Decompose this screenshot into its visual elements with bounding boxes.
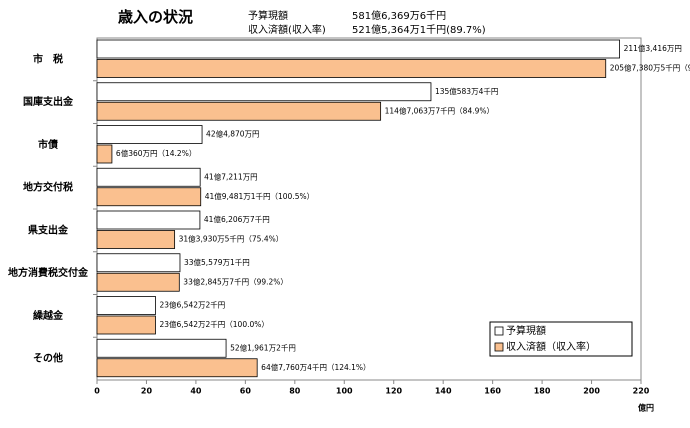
header-label: 収入済額(収入率) (248, 23, 326, 36)
bar (96, 338, 227, 358)
value-label: 31億3,930万5千円（75.4%） (179, 234, 284, 244)
x-tick-label: 140 (435, 387, 452, 396)
bar (96, 253, 181, 273)
bar (96, 125, 203, 144)
legend-swatch (494, 342, 504, 352)
chart-title: 歳入の状況 (118, 8, 193, 26)
y-tick-label: 市債 (38, 138, 58, 151)
value-label: 6億360万円（14.2%） (116, 148, 196, 158)
x-tick-label: 160 (484, 387, 501, 396)
value-label: 33億5,579万1千円 (184, 257, 250, 267)
y-tick-label: その他 (33, 352, 63, 365)
x-axis-label: 億円 (638, 403, 654, 413)
legend-label: 予算現額 (506, 324, 546, 337)
bar (96, 272, 180, 292)
value-label: 23億6,542万2千円（100.0%） (159, 319, 268, 329)
value-label: 64億7,760万4千円（124.1%） (261, 362, 370, 372)
bar (96, 59, 607, 78)
x-tick-label: 200 (583, 387, 600, 396)
x-tick-label: 180 (534, 387, 551, 396)
legend-swatch (494, 326, 504, 336)
x-tick-label: 100 (336, 387, 353, 396)
value-label: 211億3,416万円 (624, 43, 682, 53)
y-tick-label: 地方消費税交付金 (8, 266, 89, 279)
y-tick-label: 繰越金 (33, 309, 64, 322)
value-label: 41億6,206万7千円 (204, 214, 270, 224)
x-tick-label: 0 (94, 387, 100, 396)
y-tick-label: 国庫支出金 (23, 95, 74, 108)
bar (96, 101, 382, 121)
bar (96, 187, 202, 207)
y-tick-label: 市 税 (33, 52, 63, 65)
bar (96, 82, 432, 102)
value-label: 205億7,380万5千円（97.3%） (610, 63, 690, 73)
x-tick-label: 60 (240, 387, 252, 396)
header-value: 581億6,369万6千円 (352, 9, 446, 22)
bar (96, 230, 176, 249)
bar (96, 144, 113, 164)
bar (96, 296, 156, 315)
value-label: 42億4,870万円 (206, 129, 260, 139)
legend-label: 収入済額（収入率） (506, 340, 596, 353)
x-tick-label: 120 (385, 387, 402, 396)
header-label: 予算現額 (248, 9, 288, 22)
x-tick-label: 80 (289, 387, 301, 396)
bar (96, 39, 620, 59)
value-label: 52億1,961万2千円 (230, 342, 296, 352)
bar (96, 315, 156, 335)
bar (96, 167, 201, 187)
value-label: 23億6,542万2千円 (159, 300, 225, 310)
y-tick-label: 県支出金 (28, 223, 69, 236)
value-label: 135億583万4千円 (435, 86, 498, 96)
value-label: 33億2,845万7千円（99.2%） (183, 276, 288, 286)
header-value: 521億5,364万1千円(89.7%) (352, 23, 486, 36)
bar (96, 210, 201, 230)
y-tick-label: 地方交付税 (23, 181, 73, 194)
x-tick-label: 220 (633, 387, 650, 396)
bar (96, 358, 258, 378)
x-tick-label: 20 (141, 387, 153, 396)
x-tick-label: 40 (190, 387, 202, 396)
legend-box (489, 321, 633, 357)
value-label: 114億7,063万7千円（84.9%） (385, 105, 494, 115)
value-label: 41億9,481万1千円（100.5%） (205, 191, 314, 201)
value-label: 41億7,211万円 (204, 171, 258, 181)
